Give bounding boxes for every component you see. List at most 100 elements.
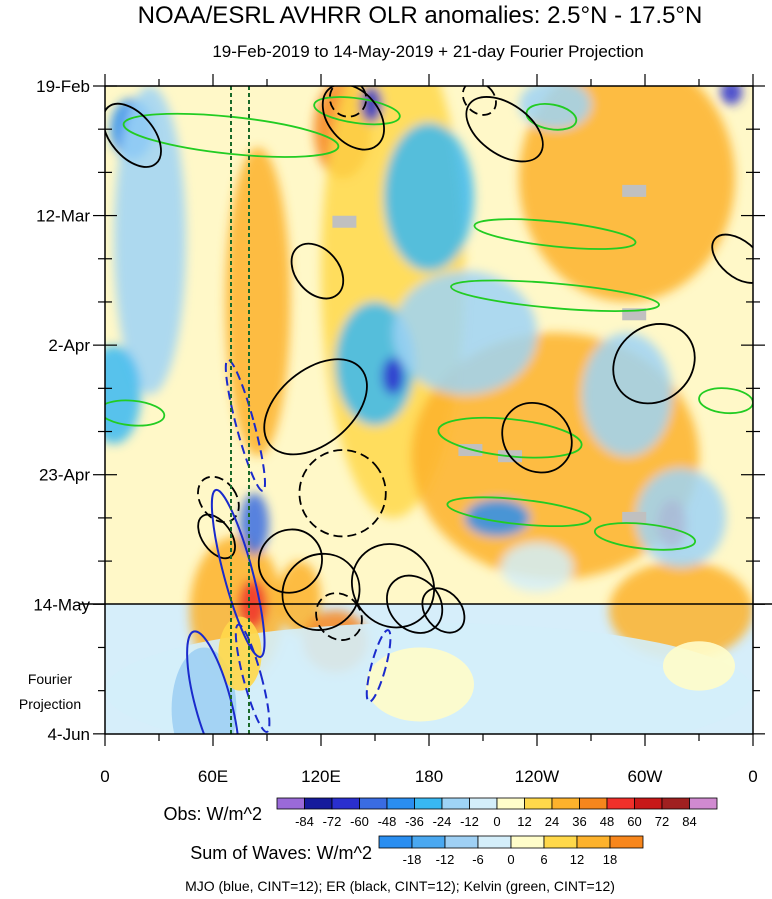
colorbar-swatch xyxy=(441,797,470,810)
obs-anomaly-region xyxy=(501,542,573,592)
obs-anomaly-region xyxy=(609,561,753,660)
colorbar-tick-label: 60 xyxy=(627,814,641,829)
wave-colorbar-label: Sum of Waves: W/m^2 xyxy=(190,843,372,863)
obs-anomaly-region xyxy=(636,468,726,568)
obs-anomaly-region xyxy=(720,86,743,105)
kelvin-contour xyxy=(313,96,401,126)
y-axis: 19-Feb 12-Mar 2-Apr 23-Apr 14-May 4-Jun xyxy=(33,77,765,744)
missing-data-box xyxy=(622,184,647,197)
y-tick-label: 4-Jun xyxy=(47,725,90,744)
er-contour xyxy=(315,592,363,641)
y-tick-label: 14-May xyxy=(33,595,90,614)
mjo-contour xyxy=(224,358,266,492)
colorbar-tick-label: 24 xyxy=(545,814,559,829)
kelvin-contour xyxy=(473,218,637,250)
obs-anomaly-region xyxy=(105,345,141,444)
colorbar-tick-label: 72 xyxy=(655,814,669,829)
mjo-contour xyxy=(234,623,271,734)
chart-subtitle: 19-Feb-2019 to 14-May-2019 + 21-day Four… xyxy=(212,42,643,61)
projection-wave-region xyxy=(218,616,262,691)
obs-anomaly-region xyxy=(240,493,269,555)
reference-longitude-lines xyxy=(230,86,250,734)
colorbar-swatch xyxy=(551,797,580,810)
x-tick-label: 120W xyxy=(515,767,559,786)
kelvin-contour xyxy=(593,522,697,551)
er-contour xyxy=(711,233,753,284)
colorbar-swatch xyxy=(543,835,578,849)
x-tick-label: 180 xyxy=(415,767,443,786)
colorbar-tick-label: -84 xyxy=(295,814,314,829)
kelvin-contour xyxy=(446,496,592,528)
kelvin-contour xyxy=(450,279,660,312)
colorbar-swatch xyxy=(524,797,553,810)
mjo-contour xyxy=(365,629,392,703)
chart-title: NOAA/ESRL AVHRR OLR anomalies: 2.5°N - 1… xyxy=(138,2,703,29)
colorbar-swatch xyxy=(606,797,635,810)
er-contour xyxy=(461,86,497,116)
colorbar-swatch xyxy=(579,797,608,810)
colorbar-swatch xyxy=(411,835,446,849)
er-contour xyxy=(465,96,544,163)
er-contour xyxy=(612,323,696,405)
colorbar-swatch xyxy=(661,797,690,810)
er-contour xyxy=(105,102,162,168)
er-contour xyxy=(197,475,240,523)
y-tick-label: 12-Mar xyxy=(36,207,90,226)
projection-wave-region xyxy=(366,647,474,722)
colorbar-swatch xyxy=(359,797,388,810)
y-tick-label: 23-Apr xyxy=(39,466,90,485)
er-contour xyxy=(263,358,368,456)
obs-anomaly-region xyxy=(225,147,291,457)
x-tick-label: 0 xyxy=(100,767,109,786)
wave-colorbar: -18 -12 -6 0 6 12 18 xyxy=(378,835,644,867)
obs-colorbar-label: Obs: W/m^2 xyxy=(164,804,262,824)
contours-note: MJO (blue, CINT=12); ER (black, CINT=12)… xyxy=(185,878,615,894)
colorbar-tick-label: -60 xyxy=(350,814,369,829)
obs-anomaly-region xyxy=(382,357,404,395)
projection-wave-region xyxy=(663,641,735,691)
colorbar-tick-label: -24 xyxy=(433,814,452,829)
obs-anomaly-region xyxy=(114,86,186,395)
obs-colorbar: -84 -72 -60 -48 -36 -24 -12 0 12 24 36 48 60 72 84 xyxy=(276,797,718,829)
obs-anomaly-region xyxy=(384,123,474,272)
x-tick-label: 120E xyxy=(301,767,341,786)
kelvin-contour xyxy=(105,399,166,427)
er-contour xyxy=(321,86,385,151)
colorbar-swatch xyxy=(331,797,360,810)
colorbar-tick-label: -48 xyxy=(378,814,397,829)
colorbar-swatch xyxy=(576,835,611,849)
kelvin-contour xyxy=(525,103,578,131)
colorbar-tick-label: 18 xyxy=(603,852,617,867)
colorbar-swatch xyxy=(510,835,545,849)
obs-anomaly-region xyxy=(465,499,530,537)
obs-anomaly-region xyxy=(393,271,537,395)
colorbar-tick-label: 12 xyxy=(570,852,584,867)
er-contour xyxy=(328,86,368,118)
colorbar-tick-label: -72 xyxy=(323,814,342,829)
obs-anomaly-region xyxy=(582,332,672,457)
fourier-label-2: Projection xyxy=(19,696,81,712)
kelvin-contours xyxy=(105,96,753,551)
colorbar-swatch xyxy=(386,797,415,810)
colorbar-tick-label: 84 xyxy=(682,814,696,829)
x-tick-label: 60W xyxy=(628,767,663,786)
colorbar-tick-label: -36 xyxy=(405,814,424,829)
er-contour xyxy=(501,402,573,474)
colorbar-tick-label: 0 xyxy=(507,852,514,867)
colorbar-swatch xyxy=(378,835,413,849)
colorbar-tick-label: -6 xyxy=(472,852,484,867)
fourier-label-1: Fourier xyxy=(28,671,73,687)
colorbar-swatch xyxy=(634,797,663,810)
colorbar-tick-label: 48 xyxy=(600,814,614,829)
colorbar-tick-label: 0 xyxy=(493,814,500,829)
colorbar-tick-label: 6 xyxy=(540,852,547,867)
y-tick-label: 2-Apr xyxy=(48,336,90,355)
colorbar-swatch xyxy=(304,797,333,810)
er-contour xyxy=(350,543,436,629)
kelvin-contour xyxy=(437,416,583,459)
er-contour xyxy=(290,242,345,300)
er-contour xyxy=(298,449,387,538)
colorbar-swatch xyxy=(689,797,718,810)
missing-data-box xyxy=(332,215,357,228)
